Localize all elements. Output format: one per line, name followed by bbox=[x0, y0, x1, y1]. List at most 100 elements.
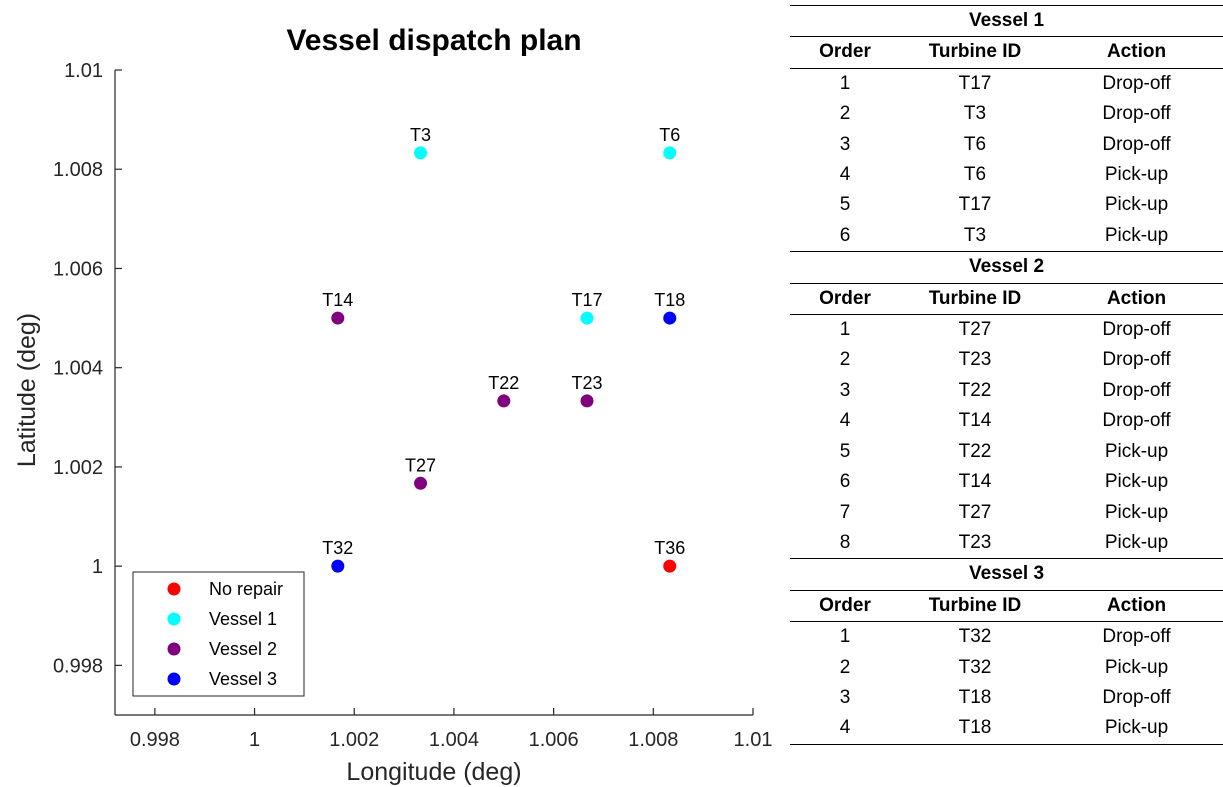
point-label-t6: T6 bbox=[659, 125, 680, 145]
table-cell: Drop-off bbox=[1102, 626, 1171, 648]
table-cell: T22 bbox=[958, 440, 992, 462]
vessel-table-2: Vessel 2 Order Turbine ID Action 1 T27 Drop-of… bbox=[790, 251, 1223, 558]
table-cell: T23 bbox=[958, 531, 992, 553]
table-cell: Pick-up bbox=[1050, 713, 1223, 745]
table-row: 5 T17 Pick-up bbox=[790, 190, 1223, 220]
data-point-t3 bbox=[414, 146, 428, 160]
data-point-t32 bbox=[331, 559, 345, 573]
column-header: Action bbox=[1050, 36, 1223, 69]
data-point-t6 bbox=[663, 146, 677, 160]
table-cell: T32 bbox=[958, 656, 992, 678]
y-tick-label: 1.008 bbox=[53, 159, 103, 181]
column-header: Action bbox=[1050, 282, 1223, 316]
table-cell: Drop-off bbox=[1102, 72, 1171, 94]
table-cell: Drop-off bbox=[1102, 103, 1171, 125]
data-point-t18 bbox=[663, 311, 677, 325]
table-cell: Pick-up bbox=[1104, 164, 1169, 186]
table-row: 1 T27 Drop-off bbox=[790, 315, 1223, 346]
table-cell: 2 bbox=[839, 103, 851, 125]
column-header: Turbine ID bbox=[900, 589, 1050, 623]
y-tick-label: 1.002 bbox=[53, 457, 103, 479]
table-cell: 3 bbox=[839, 379, 851, 401]
point-label-t36: T36 bbox=[654, 538, 685, 558]
table-cell: T22 bbox=[958, 379, 992, 401]
table-cell: 4 bbox=[839, 164, 851, 186]
table-cell: T27 bbox=[958, 501, 992, 523]
column-header: Order bbox=[790, 282, 900, 316]
table-cell: 8 bbox=[839, 531, 851, 553]
point-label-t32: T32 bbox=[322, 538, 353, 558]
legend-marker bbox=[167, 672, 181, 686]
plot-area: T36 T3 T6 T17 T14 T22 T23 T27 T18 T32 bbox=[322, 125, 685, 573]
table-cell: 3 bbox=[839, 686, 851, 708]
table-cell: 1 bbox=[839, 626, 851, 648]
table-cell: 3 bbox=[839, 133, 851, 155]
table-cell: Drop-off bbox=[1102, 133, 1171, 155]
legend-marker bbox=[167, 612, 181, 626]
table-cell: 5 bbox=[839, 440, 851, 462]
table-row: 5 T22 Pick-up bbox=[790, 437, 1223, 467]
chart-title: Vessel dispatch plan bbox=[286, 24, 581, 57]
vessel-table-3: Vessel 3 Order Turbine ID Action 1 T32 Drop-of… bbox=[790, 558, 1223, 745]
table-cell: T14 bbox=[958, 410, 992, 432]
table-row: 3 T22 Drop-off bbox=[790, 376, 1223, 406]
point-label-t17: T17 bbox=[572, 290, 603, 310]
table-cell: 6 bbox=[839, 224, 851, 246]
point-label-t3: T3 bbox=[410, 125, 431, 145]
table-cell: Drop-off bbox=[1102, 319, 1171, 341]
table-row: 6 T14 Pick-up bbox=[790, 467, 1223, 497]
table-cell: Pick-up bbox=[1104, 501, 1169, 523]
column-header: Turbine ID bbox=[900, 282, 1050, 316]
y-tick-label: 1.01 bbox=[64, 60, 103, 82]
table-row: 1 T17 Drop-off bbox=[790, 68, 1223, 99]
y-axis-label: Latitude (deg) bbox=[13, 313, 41, 467]
column-header: Order bbox=[790, 36, 900, 69]
table-cell: T6 bbox=[963, 133, 987, 155]
table-cell: Pick-up bbox=[1104, 531, 1169, 553]
column-header: Order bbox=[790, 589, 900, 623]
data-point-t14 bbox=[331, 311, 345, 325]
vessel-table-1: Vessel 1 Order Turbine ID Action 1 T17 Drop-of… bbox=[790, 4, 1223, 251]
table-row: 7 T27 Pick-up bbox=[790, 498, 1223, 528]
x-tick-label: 1 bbox=[249, 729, 260, 751]
x-axis-label: Longitude (deg) bbox=[346, 758, 521, 786]
table-row: 3 T6 Drop-off bbox=[790, 130, 1223, 160]
data-point-t23 bbox=[580, 394, 594, 408]
table-row: 4 T18 Pick-up bbox=[790, 713, 1223, 745]
table-cell: T18 bbox=[958, 686, 992, 708]
legend-marker bbox=[167, 582, 181, 596]
legend-marker bbox=[167, 642, 181, 656]
table-cell: T17 bbox=[958, 194, 992, 216]
table-cell: T14 bbox=[958, 471, 992, 493]
vessel-table-title: Vessel 1 bbox=[790, 4, 1223, 37]
scatter-chart: Vessel dispatch plan T36 T3 T6 T17 T14 T22 T23… bbox=[13, 24, 773, 786]
table-cell: 4 bbox=[839, 410, 851, 432]
table-cell: Pick-up bbox=[1104, 440, 1169, 462]
legend-entry: No repair bbox=[209, 579, 283, 599]
x-tick-label: 0.998 bbox=[130, 729, 180, 751]
table-cell: T32 bbox=[958, 626, 992, 648]
y-tick-label: 1.006 bbox=[53, 258, 103, 280]
table-cell: T3 bbox=[963, 224, 987, 246]
table-cell: 1 bbox=[839, 72, 851, 94]
table-cell: 2 bbox=[839, 656, 851, 678]
x-tick-label: 1.008 bbox=[628, 729, 678, 751]
data-point-t36 bbox=[663, 559, 677, 573]
legend: No repair Vessel 1 Vessel 2 Vessel 3 bbox=[132, 571, 305, 697]
table-cell: T27 bbox=[958, 319, 992, 341]
x-tick-label: 1.01 bbox=[734, 729, 773, 751]
table-row: 2 T3 Drop-off bbox=[790, 99, 1223, 129]
table-cell: Pick-up bbox=[1104, 471, 1169, 493]
axes: 0.998 1 1.002 1.004 1.006 1.008 1.01 0.998 1 1.00… bbox=[53, 60, 773, 751]
table-row: 6 T3 Pick-up bbox=[790, 221, 1223, 251]
x-tick-label: 1.002 bbox=[329, 729, 379, 751]
table-row: 2 T23 Drop-off bbox=[790, 345, 1223, 375]
table-cell: T18 bbox=[900, 713, 1050, 745]
dispatch-tables: Vessel 1 Order Turbine ID Action 1 T17 Drop-of… bbox=[790, 4, 1223, 745]
data-point-t27 bbox=[414, 476, 428, 490]
table-row: 4 T14 Drop-off bbox=[790, 406, 1223, 436]
table-cell: Drop-off bbox=[1102, 349, 1171, 371]
table-cell: T3 bbox=[963, 103, 987, 125]
point-label-t22: T22 bbox=[488, 373, 519, 393]
table-row: 3 T18 Drop-off bbox=[790, 683, 1223, 713]
